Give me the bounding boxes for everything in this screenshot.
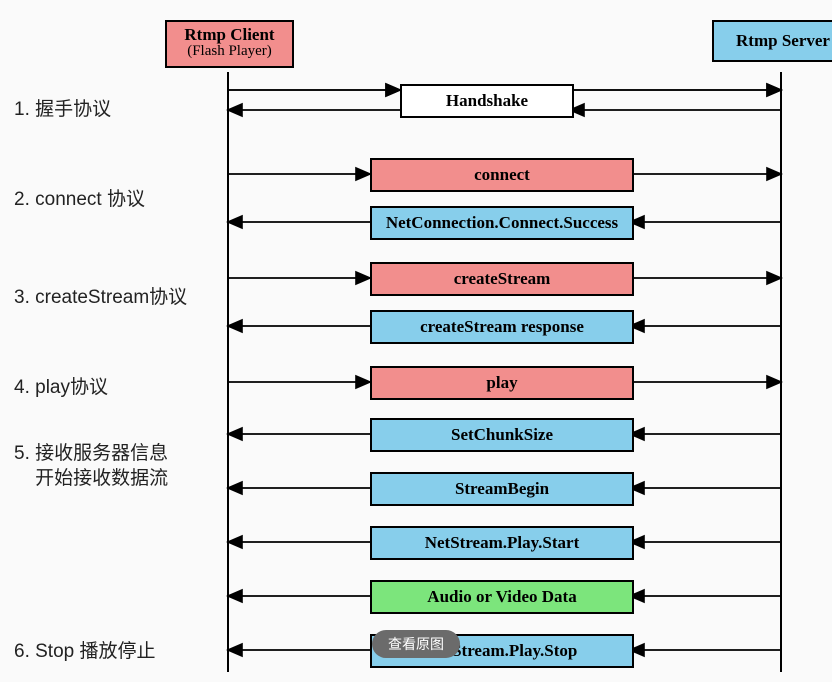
client-title: Rtmp Client	[167, 26, 292, 44]
step-label: 1. 握手协议	[14, 98, 111, 123]
message-handshake: Handshake	[400, 84, 574, 118]
step-label: 3. createStream协议	[14, 286, 187, 311]
message-createstream: createStream	[370, 262, 634, 296]
client-subtitle: (Flash Player)	[167, 44, 292, 60]
message-avdata: Audio or Video Data	[370, 580, 634, 614]
client-lifeline	[227, 72, 229, 672]
message-conn-success: NetConnection.Connect.Success	[370, 206, 634, 240]
step-label: 6. Stop 播放停止	[14, 640, 156, 665]
server-title: Rtmp Server	[714, 32, 832, 50]
step-label: 4. play协议	[14, 376, 108, 401]
sequence-diagram: Rtmp Client (Flash Player) Rtmp Server H…	[0, 0, 832, 682]
message-streambegin: StreamBegin	[370, 472, 634, 506]
server-header: Rtmp Server	[712, 20, 832, 62]
step-label: 5. 接收服务器信息 开始接收数据流	[14, 442, 168, 491]
view-original-pill[interactable]: 查看原图	[372, 630, 460, 658]
message-connect: connect	[370, 158, 634, 192]
message-cs-response: createStream response	[370, 310, 634, 344]
message-playstart: NetStream.Play.Start	[370, 526, 634, 560]
message-play: play	[370, 366, 634, 400]
client-header: Rtmp Client (Flash Player)	[165, 20, 294, 68]
message-setchunk: SetChunkSize	[370, 418, 634, 452]
server-lifeline	[780, 72, 782, 672]
step-label: 2. connect 协议	[14, 188, 145, 213]
